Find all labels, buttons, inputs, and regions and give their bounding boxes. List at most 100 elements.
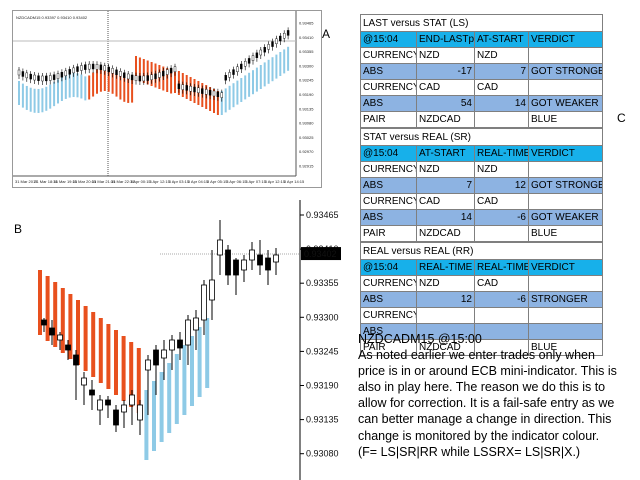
table-cell: ABS: [360, 95, 417, 112]
table-cell: -6: [474, 209, 529, 226]
chart-a-svg: NZDCADM15 0.93397 0.93410 0.93402 0.93465…: [13, 11, 314, 184]
chart-a-candle: [41, 75, 44, 82]
table-cell: REAL-TIME: [416, 259, 475, 276]
chart-b-y-tick: 0.93300: [306, 312, 339, 322]
table-cell: REAL-TIME: [474, 145, 529, 162]
bear-candle: [49, 327, 55, 336]
chart-b-y-tick: 0.93135: [306, 415, 339, 425]
chart-a-candle: [115, 69, 118, 76]
analysis-line: can better manage a change in direction.…: [358, 412, 612, 427]
chart-a-candle: [68, 69, 71, 75]
table-cell: CURRENCY: [360, 47, 417, 64]
table-row: CURRENCY CAD CAD: [360, 193, 604, 210]
table-row: CURRENCY NZD NZD: [360, 47, 604, 64]
table-cell: NZDCAD: [416, 225, 475, 242]
table-cell: 7: [416, 177, 475, 194]
bear-indicator-bar: [91, 312, 96, 377]
chart-a-candle: [99, 64, 103, 71]
table-cell: VERDICT: [527, 145, 604, 162]
table-cell: ABS: [360, 177, 417, 194]
table-row: CURRENCY NZD CAD: [360, 275, 604, 292]
table-cell: [527, 275, 604, 292]
table-cell: CURRENCY: [360, 193, 417, 210]
chart-a-x-tick: 31 Mar 22:15: [111, 179, 135, 184]
chart-a-indicator-bar: [131, 78, 134, 103]
chart-a-indicator-bar: [287, 46, 290, 71]
marker-c: C: [617, 111, 626, 125]
table-row: ABS 14 -6 GOT WEAKER: [360, 209, 604, 226]
bear-candle: [113, 409, 119, 426]
analysis-line: price is in or around ECB mini-indicator…: [358, 364, 617, 379]
table-cell: PAIR: [360, 339, 417, 356]
chart-a-indicator-bar: [240, 78, 243, 102]
chart-a-indicator-bar: [25, 85, 28, 110]
chart-a-indicator-bar: [252, 70, 254, 95]
chart-a-indicator-bar: [33, 88, 36, 113]
chart-a-indicator-bar: [174, 69, 176, 93]
chart-a-indicator-bar: [123, 77, 126, 102]
table-row: ABS 54 14 GOT WEAKER: [360, 95, 604, 112]
chart-a-y-tick: 0.93190: [299, 92, 314, 97]
chart-a-candle: [72, 67, 75, 74]
analysis-text: NZDCADM15 @15:00 As noted earlier we ente…: [358, 331, 636, 460]
chart-a-candle: [154, 73, 157, 79]
chart-a-candle: [181, 84, 185, 90]
chart-a-candle: [103, 65, 107, 71]
bull-indicator-bar: [144, 390, 149, 460]
chart-a-x-tick: 3 Apr 04:15: [188, 179, 209, 184]
analysis-heading: NZDCADM15 @15:00: [358, 332, 482, 346]
chart-a-candle: [162, 70, 165, 77]
bull-indicator-bar: [182, 345, 187, 415]
table-title: REAL versus REAL (RR): [359, 242, 604, 260]
bull-candle: [217, 239, 223, 256]
chart-a-candle: [119, 71, 122, 77]
bear-candle: [177, 339, 183, 349]
bull-candle: [201, 284, 207, 321]
chart-a-candle: [45, 75, 48, 82]
chart-a-x-tick: 31 Mar 19:15: [53, 179, 77, 184]
table-cell: NZDCAD: [416, 111, 475, 128]
chart-a-indicator-bar: [135, 56, 137, 80]
chart-a-candle: [37, 75, 40, 81]
chart-a-indicator-bar: [92, 72, 95, 97]
table-cell: [527, 161, 604, 178]
chart-a-candle: [49, 75, 52, 81]
bear-indicator-bar: [76, 300, 80, 365]
bear-candle: [225, 249, 231, 276]
chart-b-svg: 0.934650.934100.933550.933000.932450.931…: [38, 200, 341, 480]
table-cell: [416, 307, 475, 324]
chart-a-indicator-bar: [271, 57, 274, 82]
table-cell: PAIR: [360, 225, 417, 242]
bear-indicator-bar: [129, 342, 134, 407]
chart-a-x-tick: 3 Apr 06:15: [226, 179, 247, 184]
table-cell: CAD: [474, 275, 529, 292]
chart-a-x-tick: 3 Apr 12:15: [149, 179, 170, 184]
chart-a-candle: [204, 89, 208, 95]
chart-a-candle: [189, 85, 192, 92]
table-cell: ABS: [360, 323, 417, 340]
chart-a-indicator-bar: [267, 59, 270, 84]
table-cell: NZD: [416, 275, 475, 292]
table-row: @15:04 REAL-TIME REAL-TIME VERDICT: [360, 259, 604, 276]
chart-a-y-tick: 0.93410: [299, 35, 314, 40]
bear-candle: [153, 349, 159, 366]
analysis-line: change is monitored by the indicator col…: [358, 428, 600, 443]
bear-candle: [65, 344, 71, 351]
chart-a-x-tick: 31 Mar 2017: [15, 179, 38, 184]
analysis-line: (F= LS|SR|RR while LSSRX= LS|SR|X.): [358, 444, 581, 459]
chart-a-candle: [130, 74, 134, 81]
chart-a-indicator-bar: [236, 80, 239, 105]
table-cell: 12: [474, 177, 529, 194]
chart-a-indicator-bar: [68, 73, 71, 98]
chart-a-indicator-bar: [255, 67, 258, 92]
chart-a-y-tick: 0.93245: [299, 78, 314, 83]
table-cell: CURRENCY: [360, 161, 417, 178]
chart-a-candle: [111, 68, 114, 74]
table-cell: VERDICT: [527, 259, 604, 276]
chart-a-indicator-bar: [170, 69, 173, 94]
table-cell: GOT STRONGER: [527, 63, 604, 80]
chart-a-y-tick: 0.93080: [299, 121, 314, 126]
bull-indicator-bar: [197, 327, 202, 397]
table-cell: NZD: [416, 47, 475, 64]
table-cell: [527, 47, 604, 64]
